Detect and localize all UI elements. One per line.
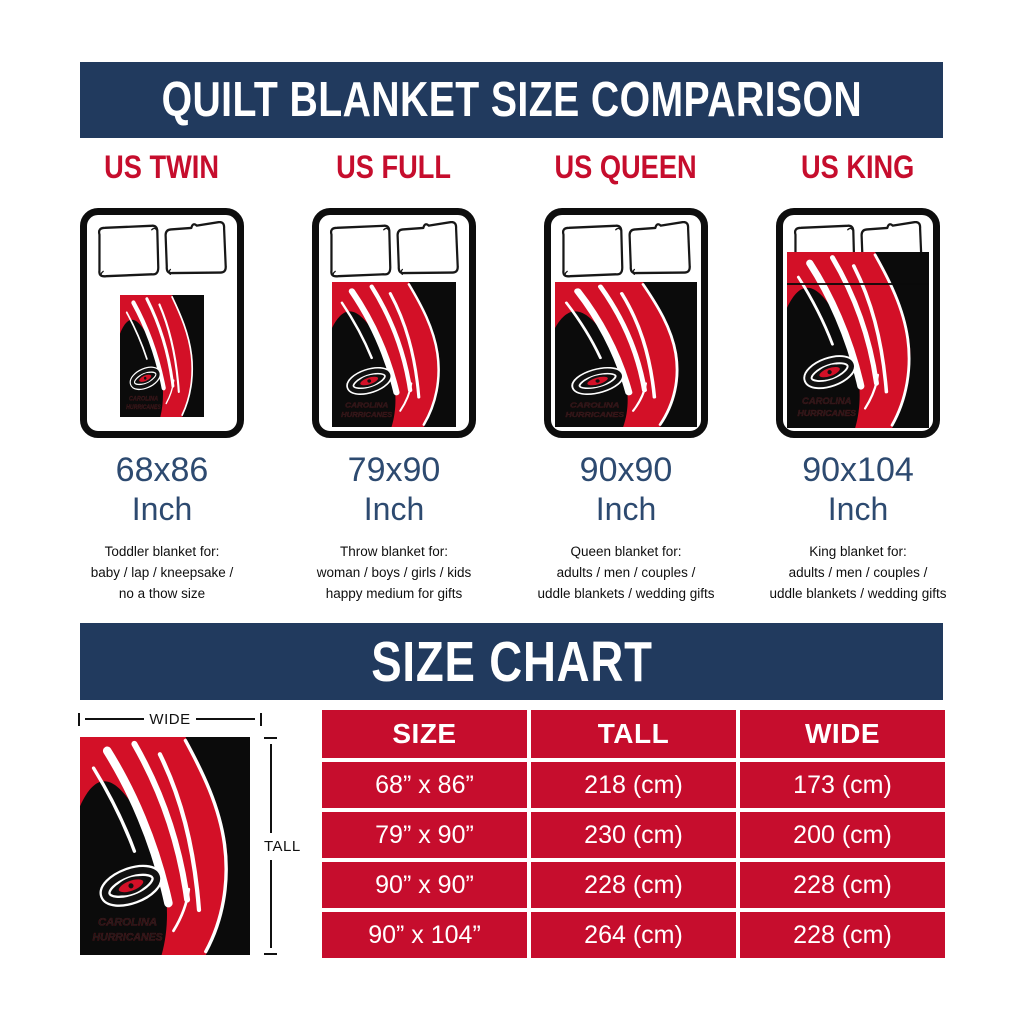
measure-line bbox=[269, 744, 272, 833]
pillows-illustration bbox=[92, 221, 232, 283]
table-cell: 68” x 86” bbox=[322, 762, 527, 808]
page-title: QUILT BLANKET SIZE COMPARISON bbox=[161, 73, 862, 127]
quilt-blanket-art bbox=[120, 295, 204, 417]
bed-illustration-queen bbox=[544, 208, 708, 438]
main-title-banner: QUILT BLANKET SIZE COMPARISON bbox=[80, 62, 943, 138]
table-cell: 90” x 90” bbox=[322, 862, 527, 908]
tall-label: TALL bbox=[264, 837, 301, 855]
tall-measure-arrow: TALL bbox=[264, 737, 304, 955]
bed-illustration-full bbox=[312, 208, 476, 438]
size-inches: 68x86 bbox=[115, 451, 209, 489]
quilt-blanket-art-large bbox=[80, 737, 250, 955]
column-us-full: US FULL 79x90 Inch Throw blanket for: wo… bbox=[312, 150, 476, 605]
size-unit: Inch bbox=[595, 491, 657, 527]
table-cell: 79” x 90” bbox=[322, 812, 527, 858]
measure-tick bbox=[264, 953, 277, 955]
column-heading: US TWIN bbox=[104, 149, 220, 185]
table-header-tall: TALL bbox=[531, 710, 736, 758]
size-comparison-row: US TWIN 68x86 Inch Toddler blanket for: … bbox=[80, 149, 947, 605]
size-chart-banner: SIZE CHART bbox=[80, 623, 943, 700]
wide-label: WIDE bbox=[149, 710, 191, 728]
size-description: Queen blanket for: adults / men / couple… bbox=[537, 544, 715, 601]
bed-illustration-king bbox=[776, 208, 940, 438]
wide-measure-arrow: WIDE bbox=[78, 710, 263, 728]
size-inches: 90x104 bbox=[802, 451, 914, 489]
measure-tick bbox=[260, 712, 263, 726]
table-cell: 228 (cm) bbox=[740, 862, 945, 908]
measurement-diagram: WIDE TALL bbox=[78, 710, 308, 960]
size-unit: Inch bbox=[131, 491, 193, 527]
size-description: Toddler blanket for: baby / lap / kneeps… bbox=[90, 544, 234, 601]
table-cell: 228 (cm) bbox=[740, 912, 945, 958]
size-unit: Inch bbox=[363, 491, 425, 527]
size-chart-title: SIZE CHART bbox=[370, 629, 653, 694]
bed-illustration-twin bbox=[80, 208, 244, 438]
column-us-queen: US QUEEN 90x90 Inch Queen blanket for: a… bbox=[537, 149, 714, 605]
measure-tick bbox=[264, 737, 277, 739]
table-cell: 90” x 104” bbox=[322, 912, 527, 958]
quilt-blanket-art bbox=[555, 282, 697, 427]
table-cell: 218 (cm) bbox=[531, 762, 736, 808]
table-cell: 173 (cm) bbox=[740, 762, 945, 808]
column-heading: US FULL bbox=[336, 149, 452, 185]
size-description: King blanket for: adults / men / couples… bbox=[769, 544, 947, 601]
table-cell: 264 (cm) bbox=[531, 912, 736, 958]
table-header-size: SIZE bbox=[322, 710, 527, 758]
size-chart-table: SIZE TALL WIDE 68” x 86” 218 (cm) 173 (c… bbox=[322, 710, 945, 958]
measure-line bbox=[195, 718, 256, 720]
column-heading: US KING bbox=[801, 149, 915, 185]
pillows-illustration bbox=[556, 221, 696, 283]
size-inches: 79x90 bbox=[347, 451, 441, 489]
measure-line bbox=[269, 859, 272, 948]
quilt-blanket-art bbox=[787, 252, 929, 428]
pillows-illustration bbox=[324, 221, 464, 283]
column-heading: US QUEEN bbox=[554, 149, 698, 185]
table-cell: 228 (cm) bbox=[531, 862, 736, 908]
table-header-wide: WIDE bbox=[740, 710, 945, 758]
column-us-king: US KING 90x104 Inch King blanket for: ad… bbox=[769, 149, 946, 605]
size-inches: 90x90 bbox=[579, 451, 673, 489]
measure-tick bbox=[78, 712, 80, 726]
size-description: Throw blanket for: woman / boys / girls … bbox=[316, 544, 472, 601]
size-unit: Inch bbox=[827, 491, 889, 527]
quilt-blanket-art bbox=[332, 282, 456, 427]
measure-line bbox=[85, 718, 145, 720]
quilt-fold-line bbox=[787, 283, 929, 285]
column-us-twin: US TWIN 68x86 Inch Toddler blanket for: … bbox=[80, 150, 244, 605]
table-cell: 200 (cm) bbox=[740, 812, 945, 858]
table-cell: 230 (cm) bbox=[531, 812, 736, 858]
